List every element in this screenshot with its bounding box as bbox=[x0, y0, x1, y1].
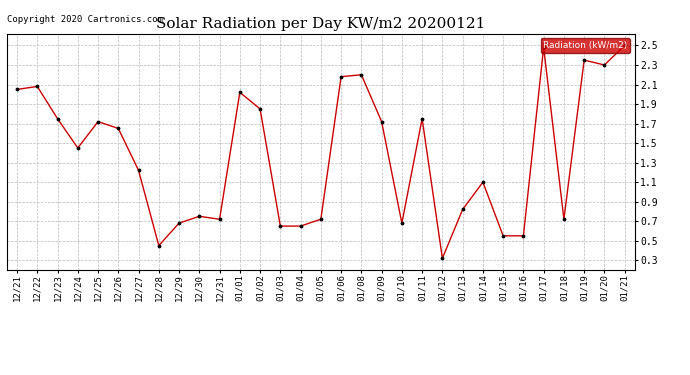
Text: Copyright 2020 Cartronics.com: Copyright 2020 Cartronics.com bbox=[7, 15, 163, 24]
Title: Solar Radiation per Day KW/m2 20200121: Solar Radiation per Day KW/m2 20200121 bbox=[156, 17, 486, 31]
Legend: Radiation (kW/m2): Radiation (kW/m2) bbox=[541, 38, 630, 53]
